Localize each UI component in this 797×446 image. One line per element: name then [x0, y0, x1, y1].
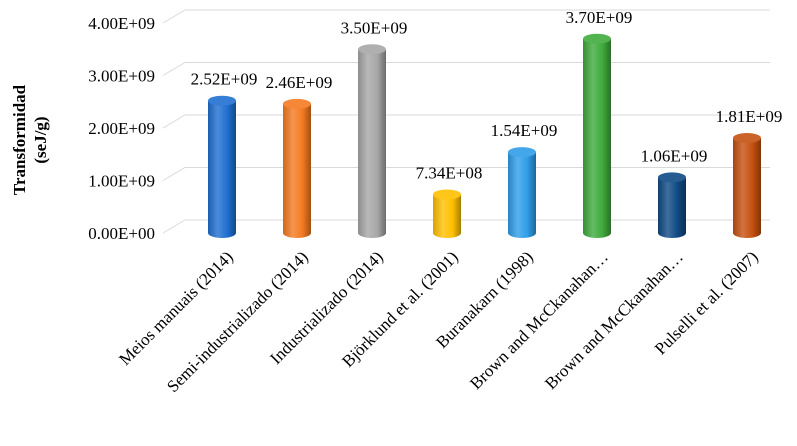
y-axis-title-line2: (seJ/g) [31, 116, 50, 163]
bar [583, 33, 611, 238]
category-label: Brown and McCkanahan… [466, 247, 612, 393]
bar [208, 95, 236, 238]
bar-top [508, 147, 536, 158]
y-axis-ticks: 0.00E+00 1.00E+09 2.00E+09 3.00E+09 4.00E+09 [88, 14, 155, 243]
y-tick-label: 0.00E+00 [88, 224, 155, 243]
data-label: 7.34E+08 [416, 163, 483, 182]
gridline [162, 114, 770, 129]
bar-top [658, 172, 686, 183]
bar-top [733, 132, 761, 143]
bar-body [283, 103, 311, 238]
bar-top [583, 33, 611, 44]
bar-top [208, 95, 236, 106]
category-labels: Meios manuais (2014)Semi-industrializado… [115, 247, 762, 396]
category-label: Semi-industrializado (2014) [163, 247, 312, 396]
y-tick-label: 3.00E+09 [88, 67, 155, 86]
data-label: 2.46E+09 [266, 73, 333, 92]
bar-body [658, 177, 686, 238]
data-label: 2.52E+09 [191, 70, 258, 89]
bar-body [433, 194, 461, 238]
gridline [162, 219, 770, 234]
bar-body [358, 49, 386, 238]
bar [283, 98, 311, 238]
bar [508, 147, 536, 238]
data-label: 3.50E+09 [341, 18, 408, 37]
bar-top [358, 44, 386, 55]
data-labels: 2.52E+09 2.46E+09 3.50E+09 7.34E+08 1.54E+09… [191, 8, 783, 183]
y-axis-title: Transformidad (seJ/g) [10, 84, 50, 195]
y-tick-label: 4.00E+09 [88, 14, 155, 33]
data-label: 1.06E+09 [641, 146, 708, 165]
bar [358, 44, 386, 238]
bar-body [583, 38, 611, 238]
gridline [162, 62, 770, 76]
bar-body [733, 137, 761, 238]
gridlines [162, 9, 770, 234]
y-axis-title-line1: Transformidad [10, 84, 29, 195]
data-label: 3.70E+09 [566, 8, 633, 27]
y-tick-label: 1.00E+09 [88, 172, 155, 191]
bar-top [433, 189, 461, 200]
data-label: 1.54E+09 [491, 121, 558, 140]
y-tick-label: 2.00E+09 [88, 119, 155, 138]
bar-body [208, 100, 236, 238]
bar [733, 132, 761, 238]
gridline [162, 9, 770, 24]
bar [433, 189, 461, 238]
data-label: 1.81E+09 [716, 107, 783, 126]
bar-body [508, 152, 536, 238]
category-label: Brown and McCkanahan… [541, 247, 687, 393]
bar-top [283, 98, 311, 109]
bars [208, 33, 761, 238]
gridline [162, 167, 770, 181]
bar [658, 172, 686, 238]
